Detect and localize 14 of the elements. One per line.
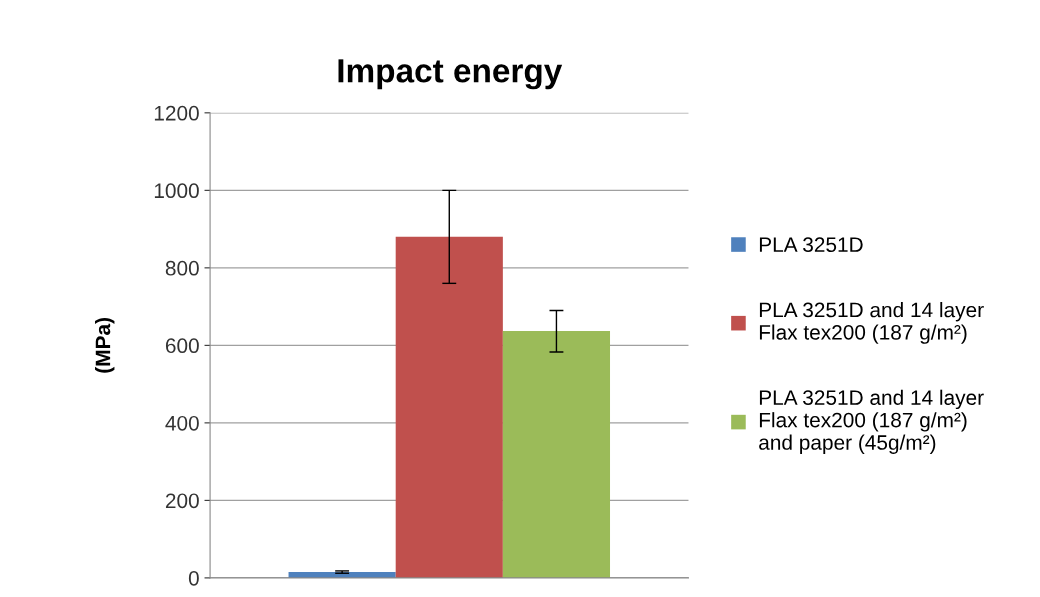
y-tick-label: 1200 <box>154 105 199 121</box>
y-axis-title: (MPa) <box>95 318 115 373</box>
bar <box>395 236 503 578</box>
y-tick-label: 800 <box>165 260 199 276</box>
y-tick-label: 1000 <box>154 183 199 199</box>
legend-label: PLA 3251D and 14 layer Flax tex200 (187 g/m²) and paper (45g/m²) <box>759 389 984 454</box>
y-tick-label: 0 <box>188 570 199 586</box>
legend-label: PLA 3251D and 14 layer Flax tex200 (187 g/m²) <box>759 301 984 344</box>
y-tick-label: 400 <box>165 415 199 431</box>
legend-label: PLA 3251D <box>759 237 863 253</box>
bar <box>502 331 611 578</box>
chart-title: Impact energy <box>338 59 563 90</box>
y-tick-label: 200 <box>165 493 199 509</box>
y-tick-label: 600 <box>165 338 199 354</box>
